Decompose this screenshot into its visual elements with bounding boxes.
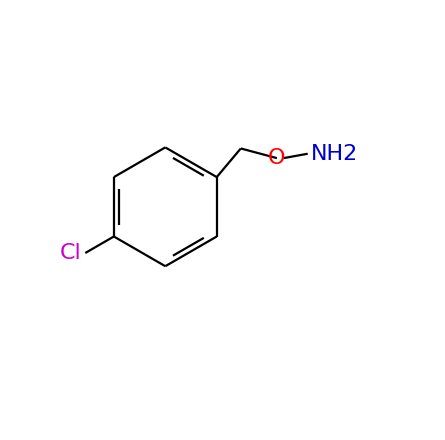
Text: O: O (268, 148, 286, 168)
Text: NH2: NH2 (311, 144, 359, 164)
Text: Cl: Cl (60, 243, 82, 263)
